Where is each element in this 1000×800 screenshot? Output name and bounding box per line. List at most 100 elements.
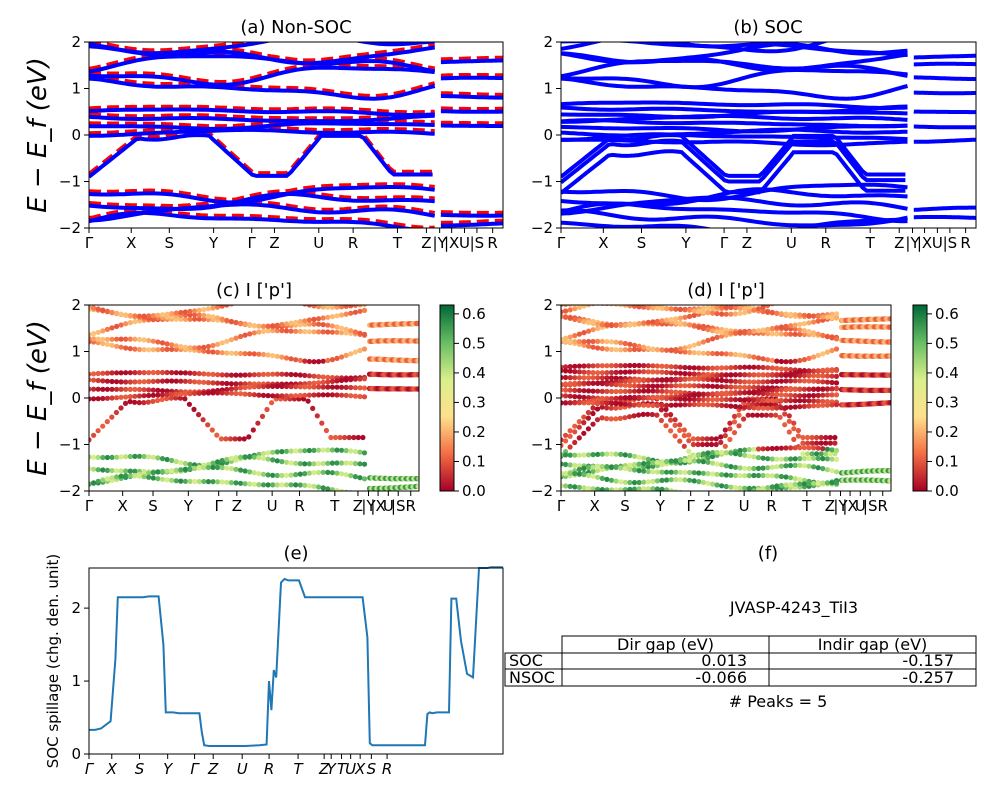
band-point	[572, 363, 578, 369]
band-point	[219, 465, 225, 471]
band-point	[654, 383, 661, 389]
band-point	[590, 486, 596, 491]
band-point	[215, 372, 221, 378]
band-point	[682, 314, 688, 320]
band-point	[352, 385, 358, 391]
band-point	[136, 453, 143, 459]
band-point	[815, 445, 821, 451]
band-line	[440, 218, 503, 225]
band-point	[146, 370, 152, 376]
band-point	[590, 464, 596, 470]
band-point	[765, 465, 771, 471]
band-point	[329, 392, 335, 398]
band-point	[765, 365, 771, 371]
band-point	[691, 376, 697, 382]
band-line	[913, 53, 976, 60]
band-point	[241, 436, 247, 442]
band-point	[595, 467, 601, 473]
band-point	[242, 384, 248, 391]
band-point	[820, 332, 826, 338]
band-point	[732, 485, 739, 491]
band-point	[654, 412, 660, 418]
band-point	[833, 402, 840, 408]
a-plot-xtick-label: R	[348, 234, 358, 252]
band-point	[127, 399, 133, 405]
band-point	[696, 324, 702, 330]
band-point	[604, 451, 610, 457]
band-point	[210, 349, 216, 355]
band-point	[783, 392, 789, 398]
band-point	[576, 375, 583, 381]
band-point	[728, 372, 734, 378]
band-point	[732, 472, 739, 479]
band-point	[361, 476, 368, 482]
band-point	[416, 358, 419, 364]
band-point	[608, 339, 615, 345]
band-point	[806, 455, 812, 461]
band-point	[95, 478, 101, 484]
band-point	[677, 315, 684, 321]
band-point	[357, 376, 363, 382]
band-point	[746, 329, 752, 335]
band-point	[786, 413, 792, 419]
band-point	[155, 476, 161, 482]
band-point	[765, 309, 771, 315]
band-point	[613, 464, 619, 470]
band-point	[677, 346, 684, 352]
ytick-label: 1	[71, 672, 81, 690]
band-point	[806, 398, 812, 404]
band-point	[201, 371, 207, 377]
band-point	[561, 483, 564, 489]
band-point	[576, 471, 583, 477]
band-point	[343, 311, 349, 317]
band-point	[242, 372, 248, 378]
band-point	[100, 423, 106, 429]
band-point	[618, 451, 624, 457]
colorbar-tick-label: 0.5	[935, 334, 959, 352]
band-line	[89, 73, 436, 98]
band-point	[159, 456, 166, 462]
band-point	[100, 340, 106, 347]
band-point	[233, 381, 239, 387]
band-point	[114, 370, 120, 376]
band-point	[760, 372, 766, 378]
band-point	[755, 446, 762, 452]
band-point	[150, 470, 156, 476]
d-plot-xtick-label: Y	[655, 497, 666, 515]
band-point	[742, 404, 748, 410]
band-point	[329, 329, 335, 335]
band-point	[714, 461, 720, 467]
band-point	[709, 436, 715, 442]
band-point	[760, 397, 766, 403]
band-point	[586, 320, 592, 326]
band-point	[650, 486, 656, 491]
band-point	[270, 353, 276, 359]
band-point	[668, 488, 674, 491]
band-point	[251, 392, 257, 398]
ytick-label: 0	[71, 745, 81, 763]
band-point	[352, 329, 358, 335]
band-point	[595, 380, 601, 386]
band-point	[792, 445, 798, 451]
band-point	[155, 455, 161, 461]
band-point	[572, 462, 578, 468]
band-point	[343, 352, 349, 358]
band-point	[297, 372, 303, 378]
band-point	[723, 351, 729, 357]
band-point	[561, 461, 564, 467]
band-point	[677, 320, 684, 326]
band-point	[329, 305, 335, 310]
band-point	[723, 311, 729, 317]
band-point	[100, 328, 106, 334]
band-point	[705, 391, 711, 397]
band-point	[563, 374, 569, 381]
band-point	[760, 405, 766, 411]
band-point	[691, 383, 697, 389]
band-point	[763, 412, 770, 418]
band-point	[636, 486, 642, 491]
xtick-label: Γ	[85, 760, 95, 778]
band-point	[806, 373, 812, 379]
band-line	[440, 120, 503, 126]
band-point	[141, 313, 147, 319]
